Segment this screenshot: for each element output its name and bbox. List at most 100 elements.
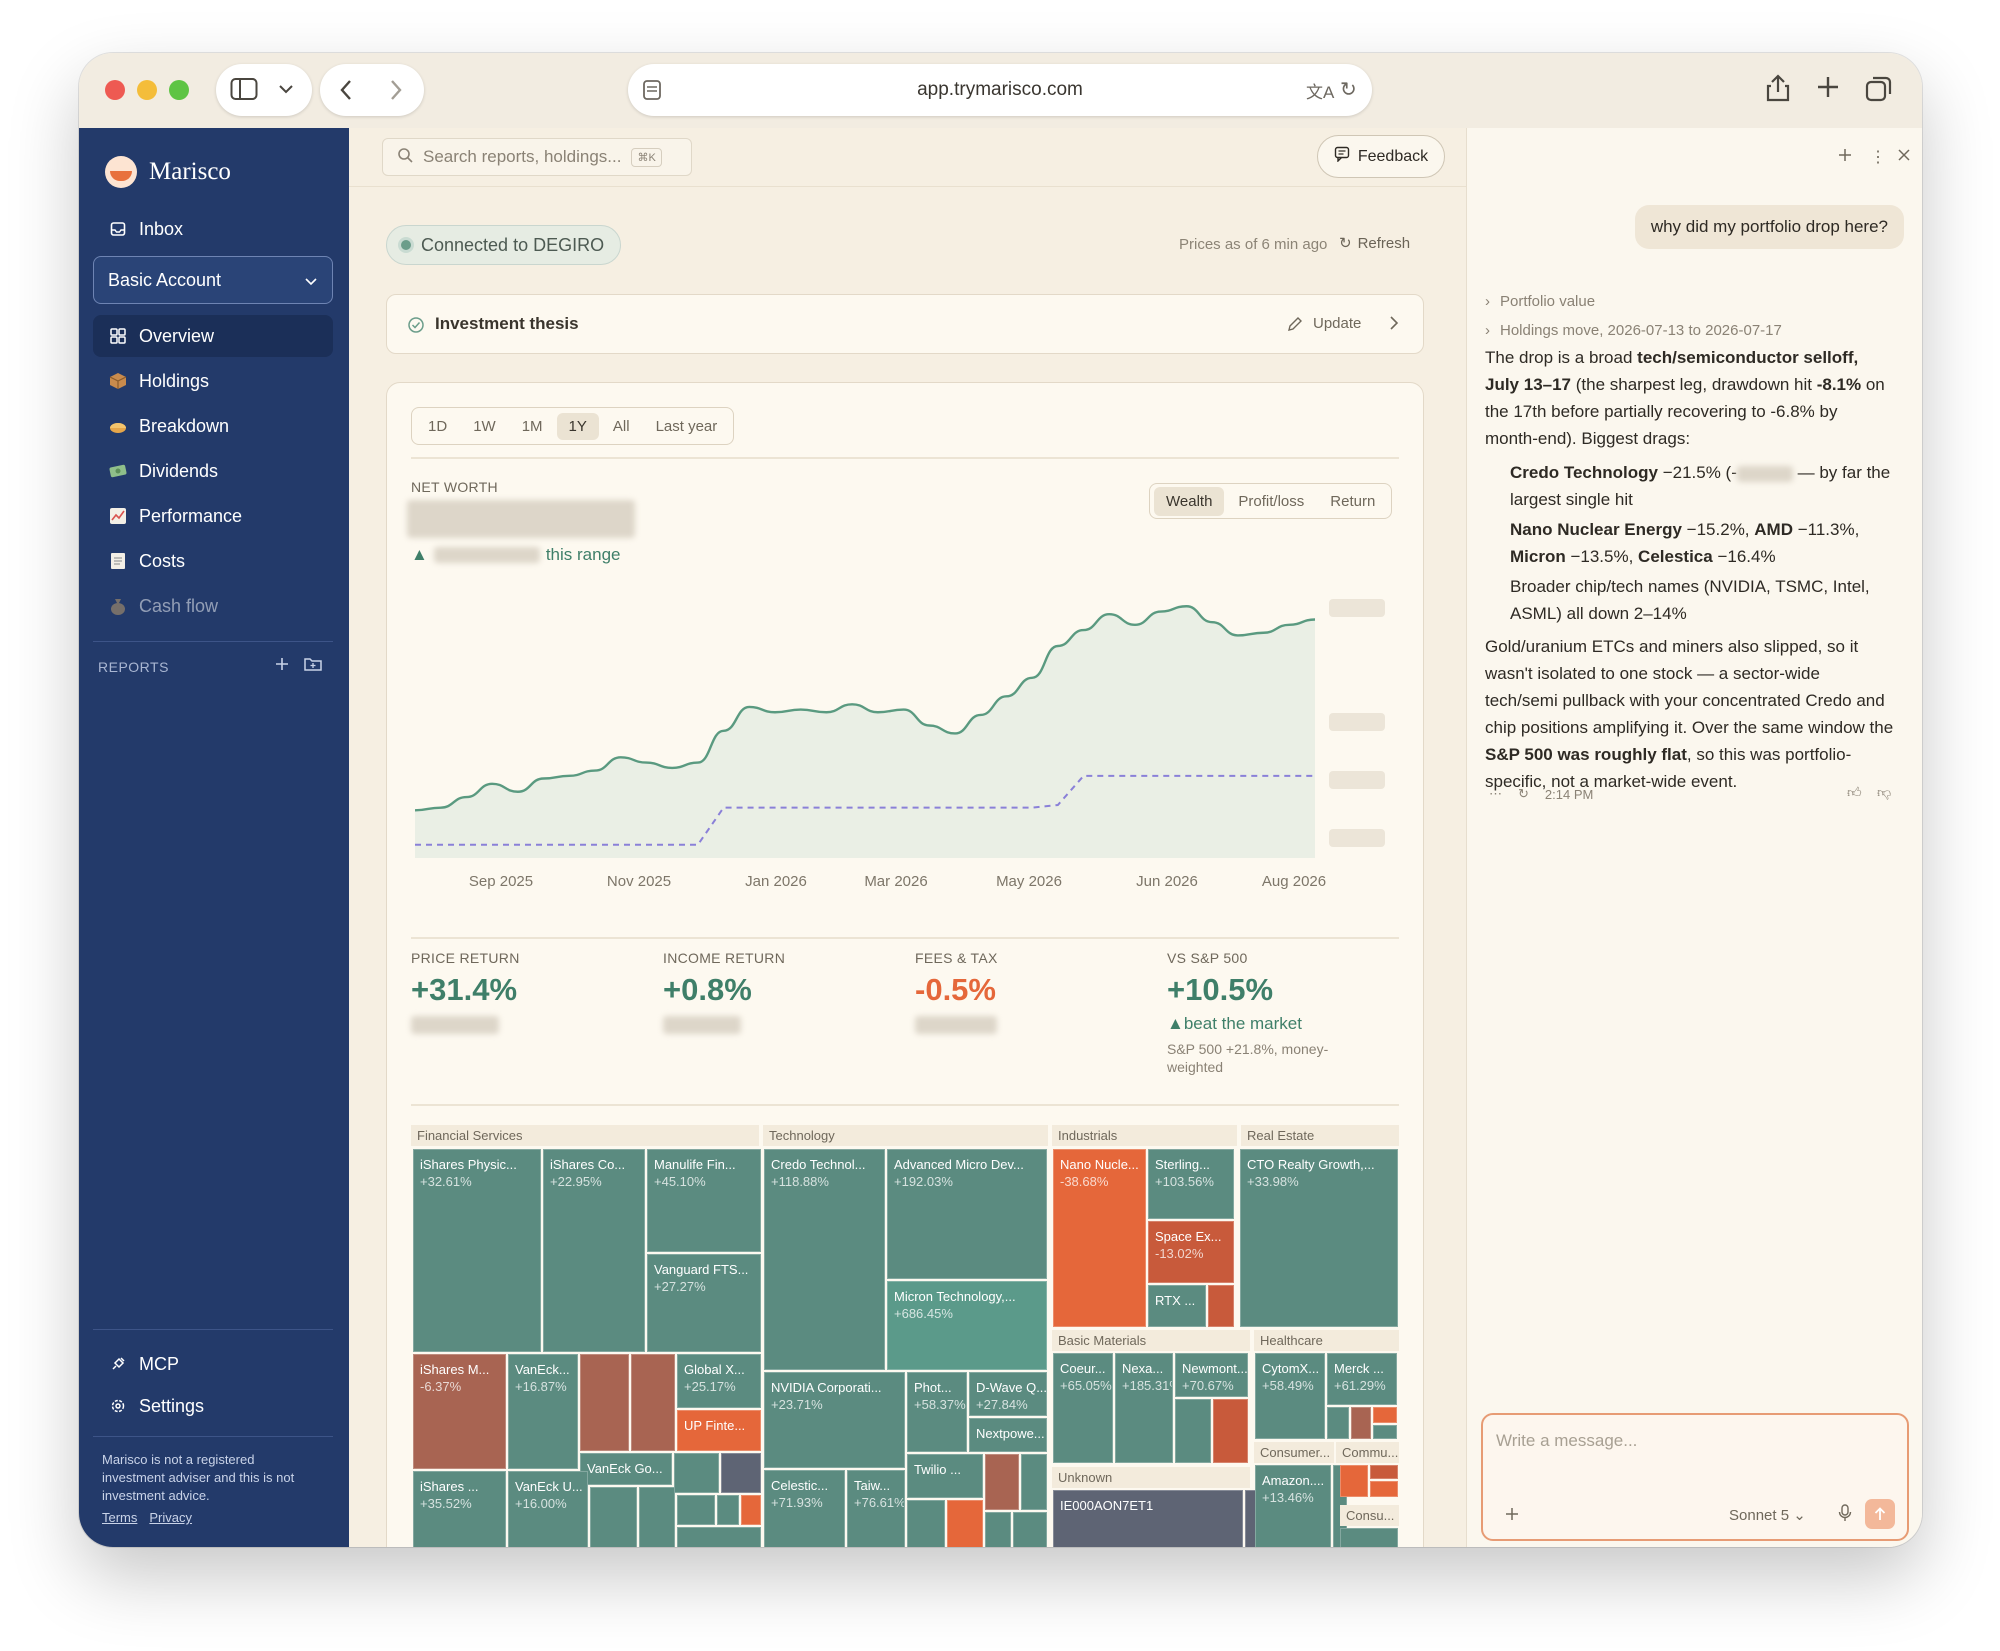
reload-icon[interactable]: ↻ bbox=[1340, 79, 1357, 101]
treemap-tile[interactable] bbox=[717, 1495, 739, 1525]
investment-thesis-card[interactable]: Investment thesis Update bbox=[386, 294, 1424, 354]
sidebar-item-cash-flow[interactable]: Cash flow bbox=[93, 585, 333, 627]
treemap-tile[interactable] bbox=[1373, 1407, 1397, 1423]
treemap-tile[interactable] bbox=[639, 1487, 675, 1547]
treemap-tile[interactable]: Manulife Fin... +45.10% bbox=[647, 1149, 761, 1252]
treemap-tile[interactable] bbox=[1351, 1407, 1371, 1439]
sidebar-item-mcp[interactable]: MCP bbox=[93, 1343, 333, 1385]
treemap-tile[interactable] bbox=[1340, 1465, 1368, 1497]
treemap-tile[interactable]: Global X... +25.17% bbox=[677, 1354, 761, 1408]
treemap-tile[interactable]: NVIDIA Corporati... +23.71% bbox=[764, 1372, 905, 1468]
zoom-window-button[interactable] bbox=[169, 80, 189, 100]
privacy-link[interactable]: Privacy bbox=[149, 1510, 193, 1525]
more-horizontal-icon[interactable]: ⋯ bbox=[1489, 786, 1502, 801]
tool-call-holdings-move[interactable]: › Holdings move, 2026-07-13 to 2026-07-1… bbox=[1485, 322, 1782, 339]
account-selector[interactable]: Basic Account bbox=[93, 256, 333, 304]
update-button[interactable]: Update bbox=[1313, 315, 1362, 332]
refresh-button[interactable]: ↻ Refresh bbox=[1339, 234, 1410, 253]
search-input[interactable]: Search reports, holdings... ⌘K bbox=[382, 138, 692, 176]
treemap-tile[interactable] bbox=[1208, 1285, 1234, 1327]
tool-call-portfolio-value[interactable]: › Portfolio value bbox=[1485, 293, 1595, 310]
treemap-tile[interactable]: Advanced Micro Dev... +192.03% bbox=[887, 1149, 1047, 1279]
thumbs-up-icon[interactable]: 👍︎ bbox=[1847, 784, 1862, 800]
range-last-year[interactable]: Last year bbox=[655, 417, 718, 435]
view-profit-loss[interactable]: Profit/loss bbox=[1238, 492, 1305, 510]
treemap-tile[interactable]: RTX ... bbox=[1148, 1285, 1206, 1327]
tab-overview-icon[interactable] bbox=[1865, 74, 1893, 107]
treemap-tile[interactable]: VanEck Go... bbox=[580, 1453, 672, 1485]
sidebar-item-breakdown[interactable]: Breakdown bbox=[93, 405, 333, 447]
treemap-tile[interactable]: Coeur... +65.05% bbox=[1053, 1353, 1113, 1463]
microphone-icon[interactable] bbox=[1838, 1504, 1852, 1527]
new-tab-icon[interactable] bbox=[1816, 75, 1840, 104]
range-1m[interactable]: 1M bbox=[521, 417, 543, 435]
treemap-tile[interactable] bbox=[1213, 1399, 1248, 1463]
back-icon[interactable] bbox=[338, 78, 354, 107]
sidebar-item-costs[interactable]: Costs bbox=[93, 540, 333, 582]
range-1w[interactable]: 1W bbox=[473, 417, 496, 435]
treemap-tile[interactable] bbox=[1370, 1481, 1398, 1497]
send-button[interactable] bbox=[1865, 1499, 1895, 1529]
chevron-down-icon[interactable] bbox=[278, 79, 294, 104]
range-1y[interactable]: 1Y bbox=[556, 412, 599, 440]
message-input[interactable]: Write a message... Sonnet 5 ⌄ bbox=[1481, 1413, 1909, 1541]
view-return[interactable]: Return bbox=[1330, 492, 1376, 510]
treemap-tile[interactable]: Twilio ... bbox=[907, 1454, 983, 1498]
sidebar-item-performance[interactable]: Performance bbox=[93, 495, 333, 537]
brand[interactable]: Marisco bbox=[105, 156, 231, 188]
sidebar-item-holdings[interactable]: Holdings bbox=[93, 360, 333, 402]
forward-icon[interactable] bbox=[388, 78, 404, 107]
model-selector[interactable]: Sonnet 5 ⌄ bbox=[1729, 1506, 1806, 1524]
treemap-tile[interactable]: Nexa... +185.31% bbox=[1115, 1353, 1173, 1463]
treemap-tile[interactable] bbox=[631, 1354, 675, 1451]
treemap-tile[interactable] bbox=[1340, 1528, 1398, 1547]
treemap-tile[interactable] bbox=[1370, 1465, 1398, 1479]
treemap-tile[interactable]: Taiw... +76.61% bbox=[847, 1470, 905, 1547]
sidebar-item-inbox[interactable]: Inbox bbox=[93, 208, 333, 250]
sidebar-icon[interactable] bbox=[230, 77, 258, 106]
retry-icon[interactable]: ↻ bbox=[1518, 786, 1529, 801]
treemap-tile[interactable]: D-Wave Q... +27.84% bbox=[969, 1372, 1047, 1416]
close-icon[interactable] bbox=[1897, 148, 1911, 167]
sidebar-item-settings[interactable]: Settings bbox=[93, 1385, 333, 1427]
treemap-tile[interactable]: Celestic... +71.93% bbox=[764, 1470, 845, 1547]
treemap-tile[interactable] bbox=[741, 1495, 761, 1525]
treemap-tile[interactable] bbox=[1175, 1399, 1211, 1463]
chevron-right-icon[interactable] bbox=[1389, 315, 1399, 336]
treemap-tile[interactable]: VanEck... +16.87% bbox=[508, 1354, 578, 1469]
treemap-tile[interactable]: Nano Nucle... -38.68% bbox=[1053, 1149, 1146, 1327]
address-bar[interactable]: app.trymarisco.com 文A ↻ bbox=[628, 64, 1372, 116]
more-vertical-icon[interactable]: ⋮ bbox=[1870, 149, 1886, 166]
treemap-tile[interactable] bbox=[1021, 1454, 1047, 1510]
treemap-tile[interactable] bbox=[1013, 1512, 1047, 1547]
treemap-tile[interactable]: Newmont... +70.67% bbox=[1175, 1353, 1248, 1397]
networth-chart[interactable]: Sep 2025 Nov 2025 Jan 2026 Mar 2026 May 2026… bbox=[411, 573, 1411, 913]
terms-link[interactable]: Terms bbox=[102, 1510, 138, 1525]
treemap-tile[interactable]: Merck ... +61.29% bbox=[1327, 1353, 1397, 1405]
treemap-tile[interactable] bbox=[985, 1454, 1019, 1510]
minimize-window-button[interactable] bbox=[137, 80, 157, 100]
treemap-tile[interactable]: IE000AON7ET1 bbox=[1053, 1490, 1243, 1547]
treemap-tile[interactable]: Amazon.... +13.46% bbox=[1255, 1465, 1331, 1547]
add-report-icon[interactable] bbox=[274, 656, 290, 677]
treemap-tile[interactable] bbox=[1327, 1407, 1349, 1439]
treemap-tile[interactable] bbox=[721, 1453, 761, 1493]
treemap-tile[interactable]: Sterling... +103.56% bbox=[1148, 1149, 1234, 1219]
new-folder-icon[interactable] bbox=[304, 656, 322, 677]
treemap-tile[interactable]: Nextpowe... bbox=[969, 1418, 1047, 1452]
treemap-tile[interactable]: Vanguard FTS... +27.27% bbox=[647, 1254, 761, 1352]
treemap-tile[interactable]: CytomX... +58.49% bbox=[1255, 1353, 1325, 1439]
treemap-tile[interactable] bbox=[590, 1487, 637, 1547]
treemap-tile[interactable] bbox=[677, 1527, 761, 1547]
treemap-tile[interactable]: Space Ex... -13.02% bbox=[1148, 1221, 1234, 1283]
close-window-button[interactable] bbox=[105, 80, 125, 100]
treemap-tile[interactable]: iShares M... -6.37% bbox=[413, 1354, 506, 1469]
thumbs-down-icon[interactable]: 👎︎ bbox=[1877, 784, 1892, 800]
treemap-tile[interactable]: CTO Realty Growth,... +33.98% bbox=[1240, 1149, 1398, 1327]
treemap-tile[interactable]: Micron Technology,... +686.45% bbox=[887, 1281, 1047, 1370]
attach-plus-icon[interactable] bbox=[1505, 1507, 1519, 1526]
view-wealth[interactable]: Wealth bbox=[1154, 486, 1225, 516]
range-1d[interactable]: 1D bbox=[428, 417, 448, 435]
treemap-tile[interactable] bbox=[677, 1495, 715, 1525]
treemap-tile[interactable] bbox=[985, 1512, 1011, 1547]
